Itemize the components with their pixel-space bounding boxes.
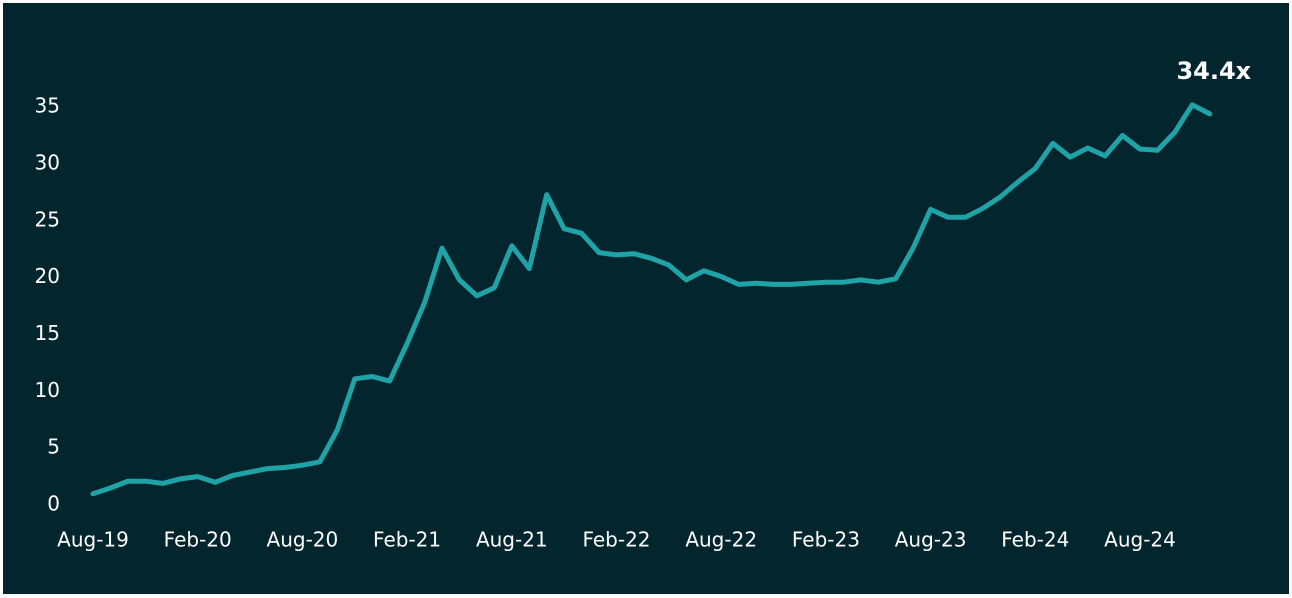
x-tick-label: Feb-21 [373, 528, 441, 552]
y-tick-label: 10 [35, 378, 60, 402]
chart-background [3, 3, 1289, 594]
y-tick-label: 30 [35, 150, 60, 174]
y-tick-label: 20 [35, 264, 60, 288]
data-line [90, 102, 1213, 497]
x-tick-label: Aug-22 [685, 528, 757, 552]
x-tick-label: Feb-24 [1001, 528, 1069, 552]
y-tick-label: 35 [35, 94, 60, 118]
x-tick-label: Aug-21 [476, 528, 548, 552]
y-tick-label: 0 [47, 492, 60, 516]
y-tick-label: 15 [35, 321, 60, 345]
x-tick-label: Aug-19 [57, 528, 129, 552]
y-tick-label: 25 [35, 207, 60, 231]
x-tick-label: Aug-24 [1104, 528, 1176, 552]
x-tick-label: Feb-22 [582, 528, 650, 552]
x-tick-label: Aug-20 [267, 528, 339, 552]
x-tick-label: Feb-23 [792, 528, 860, 552]
x-tick-label: Aug-23 [895, 528, 967, 552]
data-label: 34.4x [1176, 57, 1251, 85]
y-tick-label: 5 [47, 435, 60, 459]
x-tick-label: Feb-20 [164, 528, 232, 552]
